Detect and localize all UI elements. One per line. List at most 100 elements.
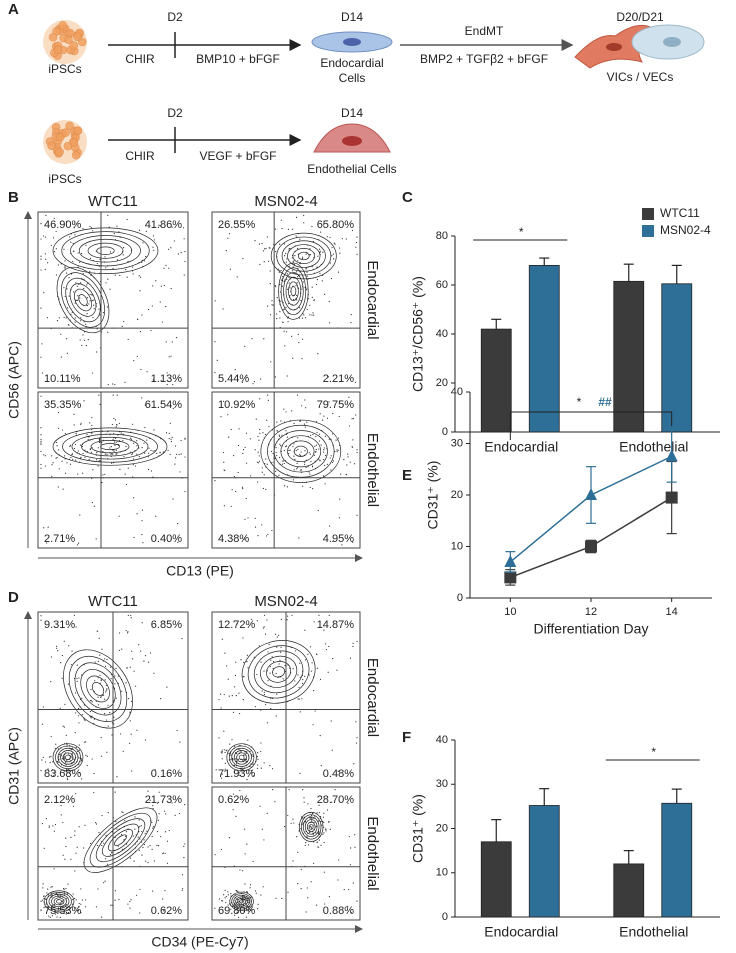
event-dot [269,314,272,316]
event-dot [41,372,44,374]
event-dot [257,462,260,464]
event-dot [139,276,142,278]
event-dot [164,852,166,855]
event-dot [68,277,70,279]
event-dot [64,260,66,262]
event-dot [237,772,239,774]
event-dot [44,465,47,467]
event-dot [275,250,277,253]
label: D20/D21 [616,10,664,24]
event-dot [291,614,293,617]
event-dot [127,631,129,633]
event-dot [116,259,119,261]
event-dot [331,247,333,249]
event-dot [309,248,311,250]
event-dot [262,432,264,434]
event-dot [66,893,69,895]
event-dot [57,411,60,414]
event-dot [221,900,223,902]
event-dot [343,459,345,461]
event-dot [147,861,149,864]
event-dot [84,719,86,722]
event-dot [284,664,286,667]
event-dot [108,226,110,228]
contour [51,895,67,908]
quadrant-percent: 2.21% [323,373,354,385]
event-dot [106,306,108,308]
event-dot [297,851,299,853]
event-dot [341,238,343,240]
contour [52,227,159,274]
contour [90,440,130,454]
event-dot [304,659,307,661]
event-dot [47,888,49,890]
event-dot [151,835,153,838]
quadrant-percent: 12.72% [218,619,256,631]
event-dot [40,442,42,444]
event-dot [233,771,236,773]
marker [585,540,597,553]
event-dot [102,450,104,453]
event-dot [78,744,80,746]
event-dot [223,693,225,696]
event-dot [62,854,64,856]
event-dot [113,232,115,235]
event-dot [158,813,160,815]
event-dot [307,803,309,805]
event-dot [301,823,303,825]
event-dot [101,844,103,847]
ipsc-cell [77,37,87,47]
event-dot [275,446,277,449]
event-dot [99,314,101,316]
event-dot [288,265,290,267]
event-dot [214,854,216,856]
event-dot [309,254,312,256]
event-dot [80,760,83,762]
event-dot [121,690,123,692]
event-dot [156,844,158,846]
event-dot [268,247,270,249]
event-dot [275,897,277,899]
event-dot [155,515,157,517]
event-dot [114,419,117,421]
event-dot [263,670,265,672]
event-dot [292,298,295,301]
event-dot [75,907,77,909]
event-dot [117,675,120,677]
event-dot [303,314,305,316]
event-dot [214,300,216,302]
event-dot [115,820,117,823]
event-dot [106,659,108,661]
event-dot [329,828,331,830]
event-dot [172,383,174,386]
event-dot [287,615,289,617]
event-dot [163,621,165,623]
event-dot [74,692,77,694]
event-dot [276,693,278,695]
event-dot [51,886,53,888]
event-dot [294,650,297,652]
event-dot [262,627,264,629]
event-dot [304,399,306,401]
event-dot [42,756,44,758]
event-dot [40,619,42,621]
contour [89,812,152,868]
event-dot [133,860,135,862]
event-dot [87,339,89,341]
event-dot [67,683,70,685]
event-dot [309,825,312,827]
event-dot [59,896,61,898]
contour [73,288,93,312]
event-dot [106,688,108,690]
event-dot [263,839,265,841]
event-dot [243,661,245,664]
event-dot [70,749,72,751]
event-dot [127,903,129,905]
event-dot [168,829,170,832]
event-dot [224,469,226,472]
event-dot [53,251,56,253]
event-dot [74,732,76,734]
event-dot [150,449,152,451]
event-dot [75,282,77,284]
